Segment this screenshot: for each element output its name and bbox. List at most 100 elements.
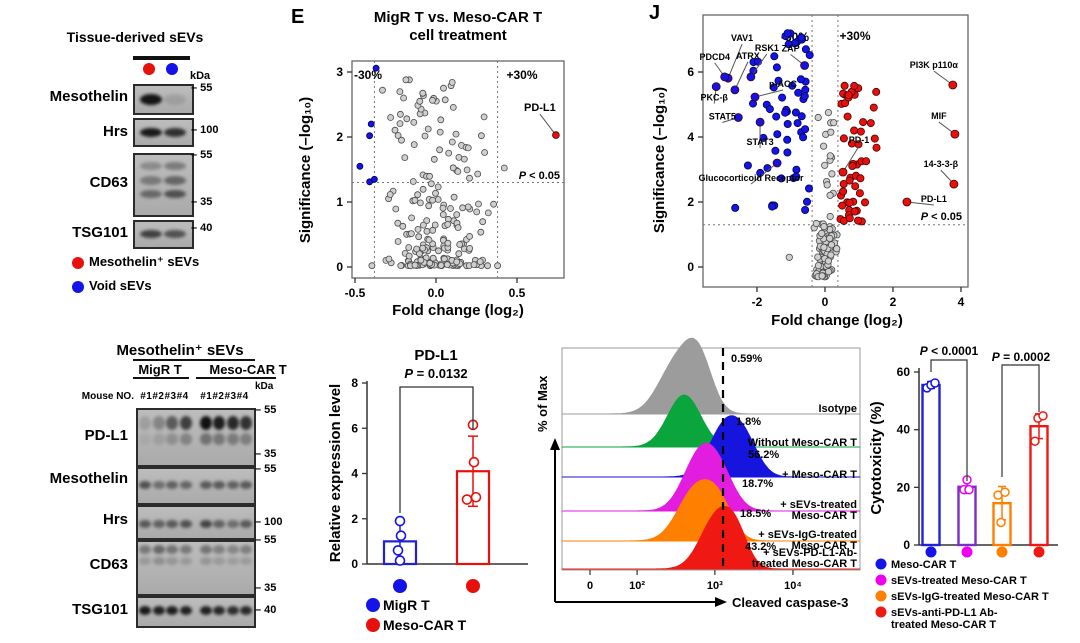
background-point [429,196,437,204]
tissue-blot-image [133,220,194,249]
background-point [436,146,444,154]
background-point [394,219,402,227]
upregulated-point [850,81,859,90]
labeled-point [552,131,560,139]
legend-dot [366,598,380,612]
downregulated-point [801,125,810,134]
legend-label: sEVs-treated Meso-CAR T [891,575,1027,587]
protein-band [199,480,212,489]
downregulated-point [801,205,810,214]
background-point [460,155,468,163]
label-leader-line [842,145,860,173]
protein-band [166,480,178,489]
protein-label: PI3K p110α [910,60,959,70]
background-point [470,261,478,269]
mouse-blot-kda-label: kDa [255,381,274,392]
x-tick-label: 10² [629,580,645,592]
y-tick-label: 4 [351,467,358,481]
downregulated-point [793,119,802,128]
y-tick-label: 3 [336,65,343,79]
background-point [425,236,433,244]
protein-band [213,605,225,615]
background-point [823,181,831,189]
y-tick-label: 0 [336,260,343,274]
downregulated-point [743,161,752,170]
lane-labels-migr: #1#2#3#4 [140,391,189,402]
background-point [824,257,832,265]
mouse-blot-title: Mesothelin⁺ sEVs [116,342,244,359]
background-point [419,244,427,252]
downregulated-point [772,112,781,121]
bar [992,501,1012,547]
labeled-point [950,129,960,139]
background-point [439,211,447,219]
y-axis-label: Cytotoxicity (%) [868,401,885,514]
labeled-point [772,158,782,168]
histogram-row-label: + sEVs-treated [780,499,857,511]
protein-band [140,189,162,198]
protein-band [152,433,165,446]
background-point [419,221,427,229]
replicate-point [470,491,482,503]
protein-band [179,415,192,430]
histogram-row-label: + sEVs-PD-L1-Ab- [763,547,857,559]
chart-title-line1: MigR T vs. Meso-CAR T [374,9,542,26]
background-point [403,115,411,123]
background-point [474,170,482,178]
kda-marker: – 55 [191,149,213,161]
p-value-label-2: P = 0.0002 [992,350,1051,364]
background-point [812,219,820,228]
upregulated-point [860,198,869,207]
protein-band [140,128,162,137]
x-tick-label: 4 [958,295,965,309]
panel-letter-e: E [291,6,305,28]
x-tick-label: 0.0 [428,286,445,300]
y-tick-label: 40 [897,423,911,437]
protein-band [213,433,225,446]
significance-bracket-2 [1001,364,1040,477]
background-point [394,132,402,139]
mouse-row-label: CD63 [89,556,128,573]
protein-band [240,433,252,446]
protein-band [139,556,151,565]
background-point [416,199,424,207]
y-tick-label: 2 [336,130,343,144]
downregulated-point [797,33,806,42]
protein-band [140,229,162,238]
protein-label: VAV1 [731,33,753,43]
background-point [444,220,452,228]
downregulated-point [801,45,810,54]
bar [455,470,491,566]
downregulated-point [783,29,792,38]
legend-dot [875,574,887,586]
background-point [432,189,439,197]
background-point [480,113,488,121]
background-point [415,233,423,241]
background-point [477,132,485,140]
background-point [826,234,834,242]
upregulated-point [872,87,881,96]
background-point [416,97,424,105]
background-point [490,200,498,208]
bar [921,383,941,547]
background-point [825,268,833,276]
mouse-blot-image [136,505,256,540]
background-point [408,230,415,238]
protein-band [139,415,151,430]
protein-band [240,545,252,555]
legend-label: Meso-CAR T [383,617,467,633]
downregulated-point [372,64,380,72]
protein-band [213,480,225,489]
background-point [452,130,460,138]
background-point [439,204,447,212]
x-tick-label: 10³ [707,580,723,592]
background-point [411,196,419,204]
background-point [387,114,394,121]
protein-band [166,415,178,430]
x-axis-label: Fold change (log₂) [392,302,524,319]
background-point [417,256,425,264]
protein-label: PD-1 [849,135,870,145]
background-point [434,196,442,203]
